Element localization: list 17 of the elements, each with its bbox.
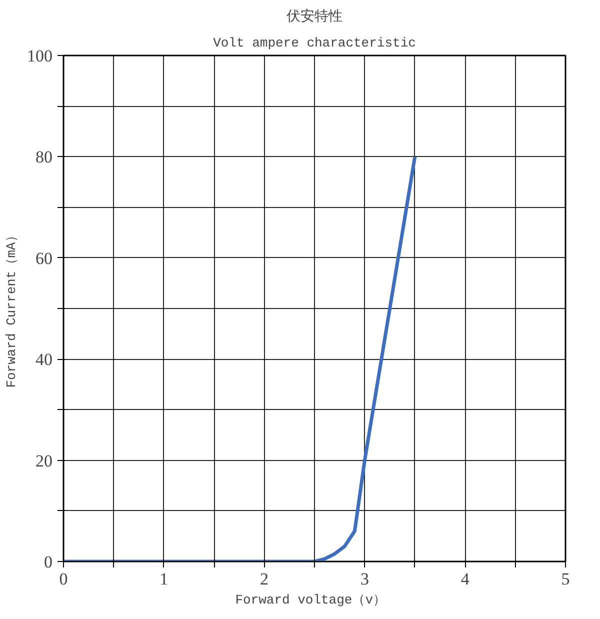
y-axis-title: Forward Current（mA） bbox=[4, 229, 19, 388]
x-tick-label: 1 bbox=[160, 570, 168, 588]
x-tick-label: 0 bbox=[59, 570, 68, 588]
x-tick-label: 4 bbox=[460, 570, 470, 588]
x-axis-title: Forward voltage（v） bbox=[235, 592, 386, 608]
y-tick-label: 20 bbox=[36, 451, 52, 470]
y-tick-label: 80 bbox=[36, 148, 52, 167]
x-tick-label: 5 bbox=[561, 570, 570, 588]
y-tick-label: 40 bbox=[36, 350, 52, 370]
line-series bbox=[64, 154, 417, 562]
chart-subtitle: Volt ampere characteristic bbox=[213, 36, 416, 50]
y-tick-label: 0 bbox=[44, 552, 52, 572]
x-tick-label: 3 bbox=[360, 570, 369, 588]
y-tick-label: 60 bbox=[36, 248, 52, 268]
x-tick-label: 2 bbox=[260, 570, 269, 588]
chart-title: 伏安特性 bbox=[286, 8, 342, 24]
y-tick-label: 100 bbox=[27, 46, 52, 66]
